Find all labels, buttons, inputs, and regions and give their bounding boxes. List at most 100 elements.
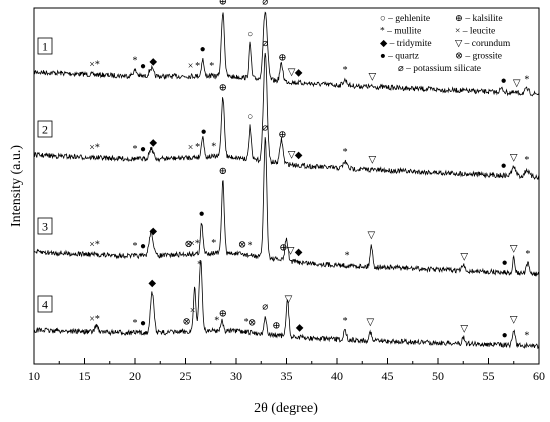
- phase-marker: *: [248, 240, 253, 251]
- series-trace: [33, 137, 540, 277]
- phase-marker: *: [244, 317, 249, 328]
- phase-marker: ▽: [368, 72, 376, 83]
- x-tick-label: 45: [382, 369, 394, 383]
- series-label-box: [37, 295, 53, 313]
- phase-marker: *: [343, 65, 348, 76]
- x-tick-label: 50: [432, 369, 444, 383]
- series-label: 2: [42, 123, 48, 137]
- phase-marker: ◆: [149, 137, 157, 148]
- phase-marker: ⊕: [219, 82, 227, 93]
- x-tick-label: 55: [483, 369, 495, 383]
- phase-marker: ●: [140, 61, 146, 72]
- phase-marker: ▽: [368, 155, 376, 166]
- phase-marker: ⊕: [219, 308, 227, 319]
- phase-marker: ⌀: [262, 38, 268, 49]
- series-trace: [33, 260, 540, 350]
- series-label-box: [37, 217, 53, 235]
- legend-item: ⊕ – kalsilite: [455, 14, 503, 24]
- phase-marker: ●: [501, 160, 507, 171]
- phase-marker: ×: [190, 305, 196, 316]
- phase-marker: ⊕: [219, 0, 227, 8]
- phase-marker: ◆: [148, 278, 156, 289]
- phase-marker: ×*: [189, 239, 200, 250]
- phase-marker: ●: [199, 208, 205, 219]
- phase-marker: ⊕: [278, 53, 286, 64]
- series-trace: [33, 11, 540, 97]
- phase-marker: *: [209, 61, 214, 72]
- phase-marker: ●: [140, 318, 146, 329]
- series-2: 2×* * ●◆ × *●*⊕○⌀⊕▽ ◆ *▽●▽ *: [33, 38, 540, 180]
- phase-marker: ▽: [287, 246, 295, 257]
- phase-marker: ⊕: [278, 129, 286, 140]
- phase-marker: ◆: [149, 226, 157, 237]
- phase-marker: *: [525, 249, 530, 260]
- series-label: 3: [42, 220, 48, 234]
- phase-marker: ●: [140, 144, 146, 155]
- phase-marker: ▽: [460, 324, 468, 335]
- phase-marker: ◆: [295, 150, 303, 161]
- y-axis-title: Intensity (a.u.): [9, 145, 24, 227]
- x-tick-label: 35: [281, 369, 293, 383]
- phase-marker: ◆: [295, 68, 303, 79]
- phase-marker: ●: [201, 127, 207, 138]
- phase-marker: ▽: [510, 314, 518, 325]
- legend: ○ – gehlenite ⊕ – kalsilite * – mullite × –…: [380, 14, 511, 74]
- phase-marker: *: [211, 238, 216, 249]
- phase-marker: *: [133, 318, 138, 329]
- phase-marker: ▽: [285, 294, 293, 305]
- x-tick-label: 40: [331, 369, 343, 383]
- phase-marker: ▽: [510, 152, 518, 163]
- phase-marker: ×*: [89, 143, 100, 154]
- x-tick-label: 30: [230, 369, 242, 383]
- series-group: 1×* *● ◆ × *●*⊕○⌀⊕▽ ◆ *▽ ● ▽ *2×* * ●◆ × *●*⊕○⌀⊕▽ ◆ *▽●…: [33, 0, 540, 350]
- phase-marker: ⊕: [219, 166, 227, 177]
- phase-marker: *: [343, 147, 348, 158]
- series-trace: [33, 52, 540, 180]
- phase-marker: ▽: [288, 149, 296, 160]
- phase-marker: *: [133, 241, 138, 252]
- legend-item: * – mullite: [380, 27, 421, 37]
- phase-marker: ◆: [295, 247, 303, 258]
- x-tick-label: 15: [79, 369, 91, 383]
- series-label: 1: [42, 40, 48, 54]
- phase-marker: ◆: [296, 322, 304, 333]
- phase-marker: ⌀: [262, 123, 268, 134]
- phase-marker: *: [211, 142, 216, 153]
- phase-marker: *: [214, 316, 219, 327]
- x-axis-ticks: 10 15 20 25 30 35 40 45 50 55 60: [28, 358, 545, 383]
- phase-marker: ○: [247, 112, 253, 123]
- phase-marker: *: [133, 56, 138, 67]
- phase-marker: *: [195, 61, 200, 72]
- phase-marker: ●: [502, 330, 508, 341]
- legend-item: ⊗ – grossite: [455, 52, 502, 62]
- phase-marker: ×*: [89, 60, 100, 71]
- phase-marker: ◆: [149, 56, 157, 67]
- phase-marker: ▽: [288, 67, 296, 78]
- phase-marker: ●: [200, 44, 206, 55]
- phase-marker: ▽: [460, 252, 468, 263]
- x-tick-label: 25: [180, 369, 192, 383]
- x-tick-label: 60: [533, 369, 545, 383]
- series-label-box: [37, 120, 53, 138]
- phase-marker: ○: [247, 29, 253, 40]
- phase-marker: ⊗: [238, 239, 246, 250]
- phase-marker: ▽: [367, 230, 375, 241]
- phase-marker: ⊕: [272, 320, 280, 331]
- phase-marker: *: [133, 144, 138, 155]
- series-4: 4×* * ●◆⊗×**⊕* ⊗⌀⊕▽◆* ▽▽●▽*: [33, 260, 540, 350]
- legend-item: ▽ – corundum: [455, 39, 511, 49]
- legend-item: ○ – gehlenite: [380, 14, 430, 24]
- phase-marker: ×*: [89, 240, 100, 251]
- phase-marker: ⌀: [262, 301, 268, 312]
- phase-marker: ●: [501, 75, 507, 86]
- legend-item: × – leucite: [455, 27, 495, 37]
- phase-marker: ●: [140, 241, 146, 252]
- phase-marker: ×*: [89, 314, 100, 325]
- phase-marker: ⊗: [182, 317, 190, 328]
- phase-marker: *: [343, 316, 348, 327]
- phase-marker: ⊗: [184, 239, 192, 250]
- phase-marker: *: [345, 251, 350, 262]
- phase-marker: *: [197, 260, 202, 271]
- series-1: 1×* *● ◆ × *●*⊕○⌀⊕▽ ◆ *▽ ● ▽ *: [33, 0, 540, 97]
